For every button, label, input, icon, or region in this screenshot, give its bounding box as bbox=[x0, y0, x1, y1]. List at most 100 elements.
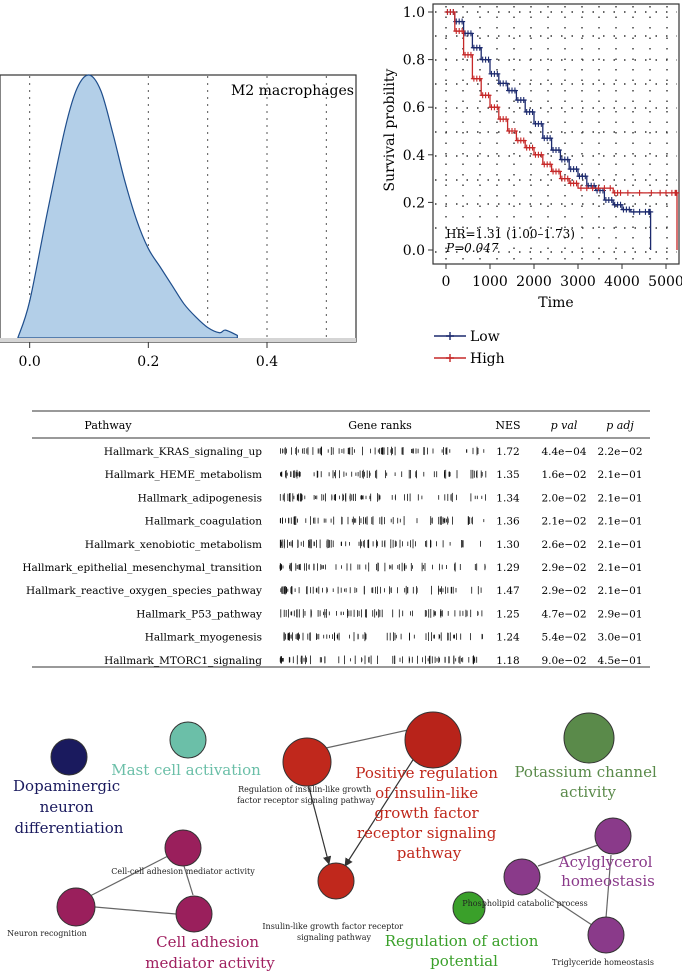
node-igf-positive[interactable] bbox=[404, 711, 462, 769]
survival-ylabel: Survival probility bbox=[382, 68, 398, 191]
node-action-potential[interactable] bbox=[452, 891, 486, 925]
gsea-rows: Hallmark_KRAS_signaling_up 1.72 4.4e−04 2.2… bbox=[22, 446, 642, 667]
table-row: Hallmark_HEME_metabolism 1.35 1.6e−02 2.1e−… bbox=[105, 469, 643, 481]
censor-mark bbox=[608, 197, 615, 204]
censor-mark bbox=[595, 185, 602, 192]
node-cell-adhesion-mediator[interactable] bbox=[175, 895, 213, 933]
density-plot: M2 macrophages 0.0 0.2 0.4 bbox=[0, 74, 357, 370]
censor-mark bbox=[538, 120, 545, 127]
censor-mark bbox=[503, 80, 510, 87]
survival-xtick-label: 4000 bbox=[604, 274, 640, 290]
node-triglyceride[interactable] bbox=[587, 916, 625, 954]
node-phospholipid[interactable] bbox=[503, 858, 541, 896]
nes-value: 1.47 bbox=[496, 585, 519, 597]
censor-mark bbox=[547, 161, 554, 168]
gene-rank-barcode bbox=[279, 469, 487, 479]
censor-mark bbox=[636, 189, 643, 196]
survival-plot: 0.0 0.2 0.4 0.6 0.8 1.0 0 1000 2000 3000 4000 5000… bbox=[382, 3, 682, 367]
censor-mark bbox=[476, 44, 483, 51]
gsea-table: Pathway Gene ranks NES p val p adj Hallm… bbox=[22, 410, 650, 668]
pval-value: 4.7e−02 bbox=[541, 608, 586, 620]
padj-value: 4.5e−01 bbox=[597, 655, 642, 667]
nes-value: 1.72 bbox=[496, 446, 519, 458]
padj-value: 2.9e−01 bbox=[597, 608, 642, 620]
censor-mark bbox=[573, 166, 580, 173]
gene-rank-barcode bbox=[279, 492, 486, 502]
edge-acyl-to-trig bbox=[605, 854, 612, 919]
nes-value: 1.36 bbox=[496, 516, 520, 528]
density-baseline bbox=[0, 338, 356, 342]
nes-value: 1.34 bbox=[496, 492, 520, 504]
node-acylglycerol[interactable] bbox=[594, 817, 632, 855]
censor-mark bbox=[547, 135, 554, 142]
survival-y-axis: 0.0 0.2 0.4 0.6 0.8 1.0 bbox=[403, 5, 433, 259]
cluster-label-cell-adhesion: Cell adhesion mediator activity bbox=[145, 933, 275, 972]
pval-value: 2.9e−02 bbox=[541, 585, 586, 597]
gene-rank-barcode bbox=[279, 655, 478, 665]
censor-mark bbox=[494, 104, 501, 111]
node-label-phospholipid: Phospholipid catabolic process bbox=[462, 899, 588, 908]
pval-value: 2.1e−02 bbox=[541, 516, 586, 528]
censor-mark bbox=[617, 189, 624, 196]
pathway-name: Hallmark_epithelial_mesenchymal_transiti… bbox=[22, 562, 262, 574]
censor-mark bbox=[450, 9, 457, 15]
pathway-name: Hallmark_xenobiotic_metabolism bbox=[85, 539, 262, 551]
legend-marker bbox=[446, 332, 454, 340]
header-gene-ranks: Gene ranks bbox=[348, 419, 412, 432]
padj-value: 2.1e−01 bbox=[597, 539, 642, 551]
node-cell-cell-adhesion[interactable] bbox=[164, 829, 202, 867]
table-row: Hallmark_P53_pathway 1.25 4.7e−02 2.9e−01 bbox=[136, 608, 642, 620]
survival-ytick-label: 0.0 bbox=[403, 243, 425, 259]
survival-ytick-label: 0.8 bbox=[403, 53, 425, 69]
padj-value: 2.1e−01 bbox=[597, 516, 642, 528]
censor-mark bbox=[601, 185, 608, 192]
node-dopaminergic[interactable] bbox=[50, 738, 88, 776]
survival-xtick-label: 2000 bbox=[516, 274, 552, 290]
node-mast-cell[interactable] bbox=[169, 721, 207, 759]
padj-value: 2.1e−01 bbox=[597, 469, 642, 481]
survival-legend: Low High bbox=[434, 329, 505, 367]
gene-rank-barcode bbox=[280, 585, 482, 595]
censor-mark bbox=[467, 51, 474, 58]
pathway-name: Hallmark_myogenesis bbox=[145, 632, 262, 644]
pathway-name: Hallmark_KRAS_signaling_up bbox=[104, 446, 262, 458]
table-row: Hallmark_myogenesis 1.24 5.4e−02 3.0e−01 bbox=[145, 632, 643, 644]
density-label: M2 macrophages bbox=[231, 83, 354, 99]
node-label-cell-cell: Cell-cell adhesion mediator activity bbox=[111, 867, 255, 876]
censor-mark bbox=[459, 18, 466, 25]
pval-value: 2.0e−02 bbox=[541, 492, 586, 504]
survival-xtick-label: 1000 bbox=[472, 274, 508, 290]
node-label-igf-regulation: Regulation of insulin-like growth factor… bbox=[237, 785, 375, 805]
node-potassium[interactable] bbox=[563, 712, 615, 764]
censor-mark bbox=[624, 189, 631, 196]
censor-mark bbox=[589, 185, 596, 192]
edge-phospho-to-trig bbox=[535, 887, 593, 926]
node-igf-pathway[interactable] bbox=[317, 862, 355, 900]
header-pathway: Pathway bbox=[84, 419, 132, 432]
edge-phospho-to-acyl bbox=[537, 844, 599, 867]
survival-ytick-label: 0.4 bbox=[403, 148, 425, 164]
node-label-neuron: Neuron recognition bbox=[7, 929, 87, 938]
gene-rank-barcode bbox=[279, 562, 486, 572]
censor-mark bbox=[476, 75, 483, 82]
survival-xtick-label: 5000 bbox=[648, 274, 682, 290]
padj-value: 2.1e−01 bbox=[597, 492, 642, 504]
survival-ytick-label: 0.2 bbox=[403, 195, 425, 211]
censor-mark bbox=[503, 116, 510, 123]
density-area bbox=[16, 74, 238, 339]
cluster-label-dopaminergic: Dopaminergic neuron differentiation bbox=[13, 777, 125, 837]
nes-value: 1.24 bbox=[496, 632, 520, 644]
survival-x-axis: 0 1000 2000 3000 4000 5000 bbox=[442, 264, 682, 290]
table-row: Hallmark_adipogenesis 1.34 2.0e−02 2.1e−01 bbox=[138, 492, 643, 504]
density-tick-label: 0.4 bbox=[256, 354, 278, 370]
edge-igf-reg-to-igf-main bbox=[325, 729, 409, 749]
legend-label-low: Low bbox=[470, 329, 500, 345]
censor-mark bbox=[538, 151, 545, 158]
table-row: Hallmark_xenobiotic_metabolism 1.30 2.6e−0… bbox=[85, 539, 643, 551]
padj-value: 3.0e−01 bbox=[597, 632, 642, 644]
node-neuron-recognition[interactable] bbox=[56, 887, 96, 927]
pval-value: 5.4e−02 bbox=[541, 632, 586, 644]
censor-mark bbox=[494, 70, 501, 77]
density-tick-label: 0.2 bbox=[137, 354, 159, 370]
node-igf-regulation[interactable] bbox=[282, 737, 332, 787]
